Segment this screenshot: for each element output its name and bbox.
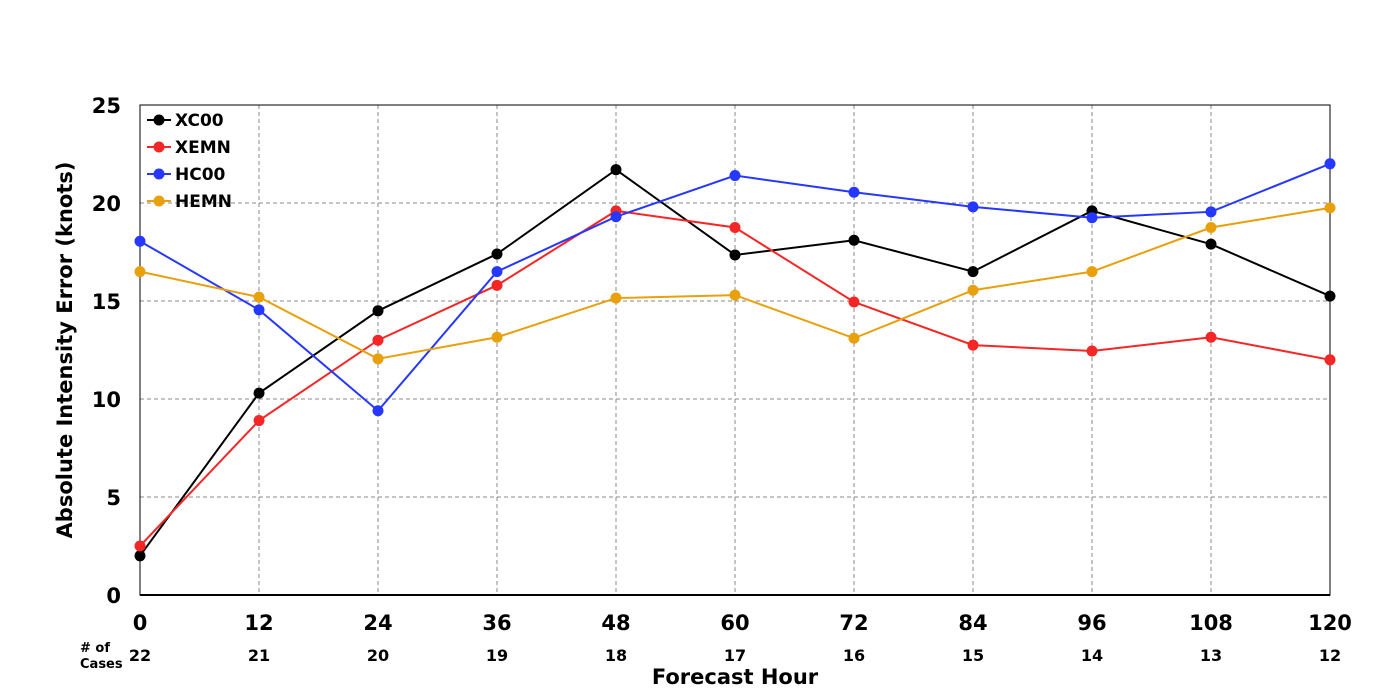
data-point [372,353,384,365]
data-point [610,292,622,304]
x-tick-label: 48 [601,611,630,635]
data-point [491,266,503,278]
data-point [1205,222,1217,233]
data-point [253,304,265,316]
y-axis-title: Absolute Intensity Error (knots) [53,162,77,539]
case-count-label: 16 [843,646,865,665]
series-hc00 [134,158,1336,417]
data-point [848,186,860,198]
grid [140,105,1330,595]
data-point [134,550,146,562]
data-point [967,339,979,351]
legend-label: HEMN [175,192,232,212]
data-point [1086,266,1098,278]
y-tick-label: 10 [92,388,121,412]
data-point [848,332,860,344]
data-point [253,415,265,427]
case-count-label: 15 [962,646,984,665]
data-point [1324,158,1336,170]
data-point [491,279,503,291]
legend: XC00 XEMN HC00 HEMN [147,111,232,212]
data-point [1324,202,1336,214]
legend-marker [153,141,165,153]
data-point [134,266,146,278]
case-count-label: 20 [367,646,389,665]
case-count-label: 19 [486,646,508,665]
data-point [967,284,979,296]
data-point [372,405,384,417]
data-point [372,334,384,346]
data-point [134,235,146,247]
legend-label: XEMN [175,138,231,158]
series-hemn [134,202,1336,365]
x-tick-label: 0 [133,611,148,635]
case-count-label: 13 [1200,646,1222,665]
x-tick-label: 12 [244,611,273,635]
data-point [967,266,979,278]
x-tick-label: 96 [1077,611,1106,635]
data-point [372,305,384,317]
data-point [729,249,741,261]
legend-marker [153,168,165,180]
x-axis-title: Forecast Hour [652,665,819,689]
data-point [1324,290,1336,302]
data-point [253,291,265,303]
case-count-label: 17 [724,646,746,665]
data-point [1086,212,1098,224]
data-point [610,211,622,223]
case-count-label: 14 [1081,646,1103,665]
y-tick-label: 20 [92,192,121,216]
x-tick-label: 72 [839,611,868,635]
legend-item-xc00: XC00 [147,111,224,131]
x-tick-label: 120 [1308,611,1352,635]
x-tick-label: 84 [958,611,987,635]
legend-item-xemn: XEMN [147,138,231,158]
y-tick-label: 25 [92,94,121,118]
series-lines [134,158,1336,562]
data-point [729,170,741,182]
data-point [1086,345,1098,357]
x-tick-label: 108 [1189,611,1233,635]
legend-marker [153,195,165,207]
y-tick-label: 5 [106,486,121,510]
data-point [610,164,622,176]
legend-item-hc00: HC00 [147,165,226,185]
series-xemn [134,205,1336,552]
data-point [253,387,265,399]
data-point [1324,354,1336,366]
cases-caption-line2: Cases [80,657,123,672]
data-point [491,248,503,260]
y-axis-ticks: 0 5 10 15 20 25 [92,94,121,608]
case-count-label: 18 [605,646,627,665]
legend-marker [153,114,165,126]
case-counts: 22 21 20 19 18 17 16 15 14 13 12 [129,646,1341,665]
x-axis-ticks: 0 12 24 36 48 60 72 84 96 108 120 [133,611,1352,635]
data-point [967,201,979,213]
data-point [491,331,503,343]
x-tick-label: 24 [363,611,392,635]
legend-label: HC00 [175,165,226,185]
cases-caption-line1: # of [80,641,110,656]
legend-item-hemn: HEMN [147,192,232,212]
data-point [729,222,741,233]
data-point [729,289,741,301]
data-point [1205,238,1217,250]
data-point [134,540,146,552]
case-count-label: 22 [129,646,151,665]
legend-label: XC00 [175,111,224,131]
case-count-label: 12 [1319,646,1341,665]
x-tick-label: 60 [720,611,749,635]
y-tick-label: 15 [92,290,121,314]
data-point [848,296,860,308]
data-point [848,234,860,246]
x-tick-label: 36 [482,611,511,635]
case-count-label: 21 [248,646,270,665]
y-tick-label: 0 [106,584,121,608]
data-point [1205,206,1217,218]
data-point [1205,331,1217,343]
